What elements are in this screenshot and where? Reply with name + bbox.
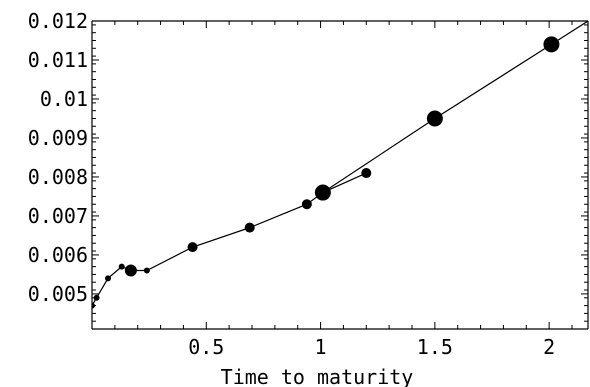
x-axis-title: Time to maturity bbox=[221, 365, 414, 387]
data-point bbox=[187, 242, 198, 253]
y-tick-label: 0.009 bbox=[28, 126, 88, 150]
x-tick-label: 0.5 bbox=[188, 335, 224, 359]
y-axis-ticks-group: 0.005 0.006 0.007 0.008 0.009 0.01 0.011 0.012 bbox=[28, 9, 588, 322]
y-tick-label: 0.01 bbox=[40, 87, 88, 111]
data-point bbox=[314, 184, 331, 201]
y-tick-label: 0.008 bbox=[28, 165, 88, 189]
x-tick-label: 1 bbox=[315, 335, 327, 359]
data-point bbox=[105, 275, 111, 282]
x-tick-label: 1.5 bbox=[417, 335, 453, 359]
x-tick-label: 2 bbox=[543, 335, 555, 359]
data-point bbox=[124, 264, 137, 277]
y-tick-label: 0.007 bbox=[28, 204, 88, 228]
data-point bbox=[426, 110, 443, 127]
series-line bbox=[92, 21, 588, 306]
data-point bbox=[244, 222, 255, 233]
data-point bbox=[92, 302, 95, 309]
data-point bbox=[361, 168, 372, 179]
y-tick-label: 0.011 bbox=[28, 48, 88, 72]
data-point bbox=[301, 199, 312, 210]
data-point bbox=[543, 36, 560, 53]
y-tick-label: 0.005 bbox=[28, 282, 88, 306]
data-point bbox=[93, 294, 100, 301]
data-point bbox=[118, 263, 125, 270]
series-group bbox=[92, 21, 588, 309]
y-tick-label: 0.006 bbox=[28, 243, 88, 267]
y-tick-label: 0.012 bbox=[28, 9, 88, 33]
plot-frame-group bbox=[91, 20, 589, 330]
x-axis-ticks-group: 0.5 1 1.5 2 bbox=[114, 21, 573, 359]
data-point bbox=[143, 267, 150, 274]
